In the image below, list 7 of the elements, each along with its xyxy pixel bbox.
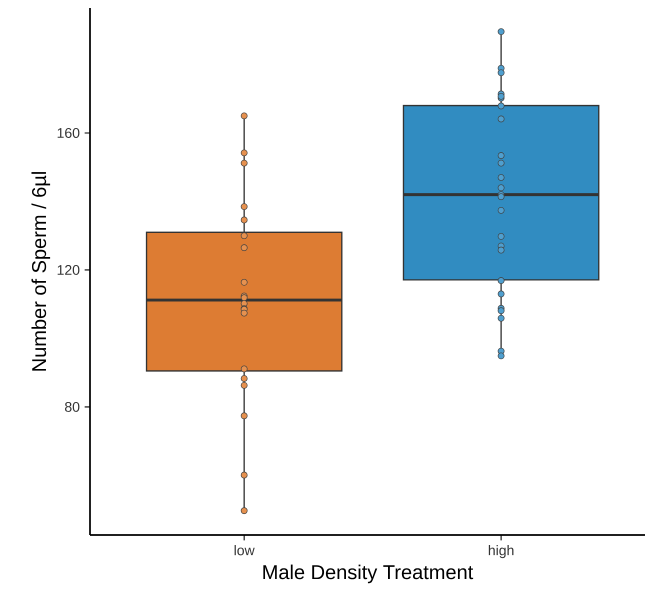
x-tick-label: high (488, 545, 514, 558)
y-tick-label: 160 (58, 128, 80, 138)
y-tick-label: 120 (58, 265, 80, 275)
x-axis-title: Male Density Treatment (263, 564, 474, 584)
x-tick-label: low (234, 545, 255, 556)
y-axis-title: Number of Sperm / 6µl (31, 172, 50, 371)
y-tick-label: 80 (64, 402, 80, 412)
